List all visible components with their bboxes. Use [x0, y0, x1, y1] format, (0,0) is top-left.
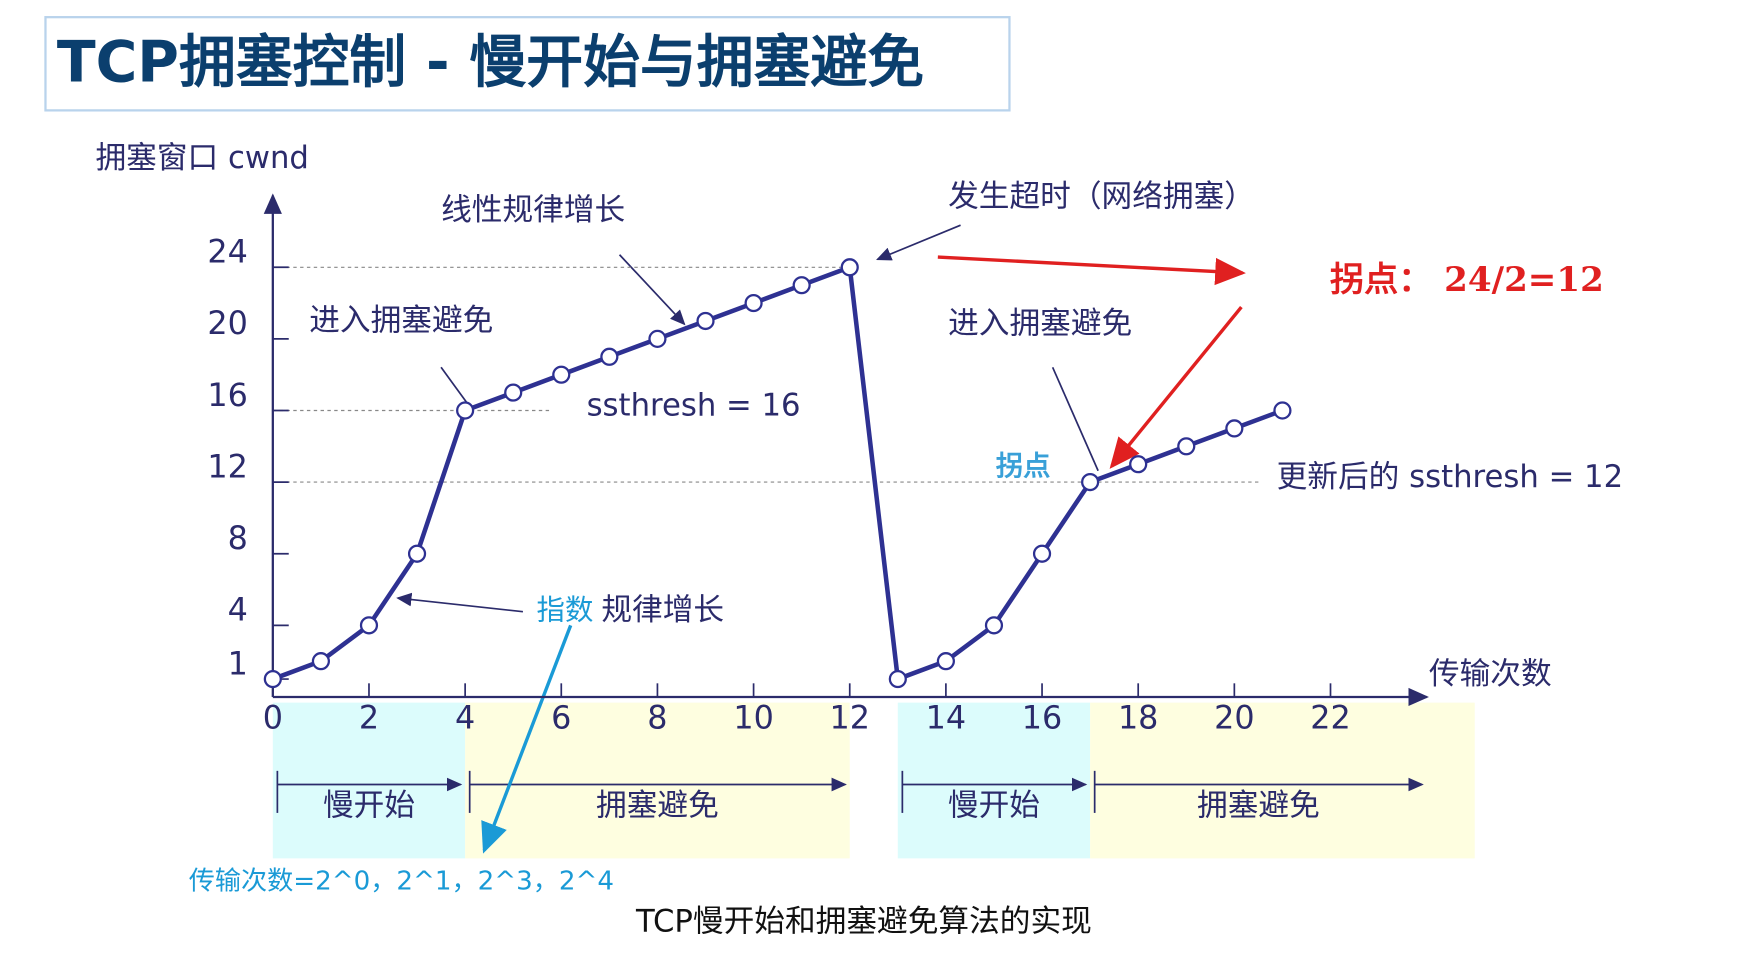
- data-point: [1273, 401, 1292, 420]
- x-tick-label: 0: [263, 699, 283, 737]
- footnote: 传输次数=2^0，2^1，2^3，2^4: [189, 867, 614, 897]
- phase-band: [897, 702, 1091, 859]
- y-tick-label: 8: [228, 519, 248, 557]
- x-tick-label: 22: [1310, 699, 1350, 737]
- pointer: [876, 224, 961, 261]
- data-point: [1081, 473, 1100, 492]
- pointer-lines: [396, 224, 1099, 613]
- data-point: [888, 669, 907, 689]
- x-tick-label: 12: [829, 699, 869, 737]
- data-point: [984, 616, 1004, 635]
- x-tick-label: 16: [1022, 699, 1062, 737]
- red-arrow: [937, 255, 1246, 286]
- data-point: [1225, 419, 1244, 438]
- y-tick-label: 4: [228, 591, 248, 629]
- data-point: [456, 401, 475, 420]
- annotation: 发生超时（网络拥塞）: [948, 179, 1255, 214]
- x-axis-label: 传输次数: [1429, 657, 1552, 692]
- x-tick-label: 14: [926, 699, 966, 737]
- chart-title: TCP拥塞控制 - 慢开始与拥塞避免: [57, 30, 924, 96]
- title-box: [44, 16, 1011, 112]
- caption: TCP慢开始和拥塞避免算法的实现: [635, 905, 1092, 940]
- data-point: [1129, 455, 1148, 474]
- series-line: [272, 264, 1284, 682]
- data-point: [263, 669, 282, 689]
- data-point: [600, 347, 619, 366]
- y-tick-label: 1: [228, 644, 248, 682]
- data-point: [840, 258, 859, 277]
- annotation: ssthresh = 16: [587, 389, 801, 424]
- y-axis-label: 拥塞窗口 cwnd: [95, 141, 308, 176]
- annotation: 进入拥塞避免: [948, 307, 1132, 342]
- data-point: [407, 544, 427, 563]
- data-point: [744, 293, 763, 313]
- red-arrow: [1109, 305, 1243, 469]
- pointer: [1051, 366, 1099, 472]
- x-tick-label: 2: [359, 699, 379, 737]
- data-point: [1032, 544, 1052, 563]
- annotation: 进入拥塞避免: [309, 303, 493, 338]
- pointer: [440, 366, 470, 406]
- x-tick-label: 18: [1118, 699, 1158, 737]
- blue-arrow: [481, 624, 573, 854]
- y-tick-label: 16: [207, 376, 247, 414]
- annotation: 规律增长: [601, 593, 724, 628]
- phase-label: 拥塞避免: [596, 789, 719, 824]
- data-point: [1177, 437, 1196, 456]
- data-point: [504, 383, 523, 402]
- pointer: [618, 254, 686, 326]
- annotation: 拐点: [996, 450, 1051, 482]
- annotation: 拐点： 24/2=12: [1330, 260, 1604, 300]
- annotation: 线性规律增长: [441, 193, 625, 228]
- phase-label: 慢开始: [948, 789, 1040, 824]
- data-point: [792, 276, 811, 295]
- y-tick-label: 12: [207, 447, 247, 485]
- x-tick-label: 6: [551, 699, 571, 737]
- phase-label: 慢开始: [323, 789, 415, 824]
- y-tick-label: 20: [207, 304, 247, 342]
- data-point: [936, 652, 955, 671]
- data-point: [648, 329, 667, 348]
- x-tick-label: 10: [733, 699, 773, 737]
- phase-label: 拥塞避免: [1197, 789, 1320, 824]
- annotation: 更新后的 ssthresh = 12: [1277, 460, 1623, 495]
- phase-layer: 慢开始 拥塞避免 慢开始 拥塞避免: [272, 702, 1475, 859]
- annotation: 指数: [537, 594, 594, 627]
- pointer: [396, 592, 524, 613]
- data-point: [359, 616, 379, 635]
- y-tick-label: 24: [207, 233, 247, 271]
- data-point: [311, 652, 330, 671]
- x-tick-label: 8: [647, 699, 667, 737]
- data-point: [696, 311, 715, 331]
- data-point: [552, 365, 571, 384]
- phase-band: [272, 702, 466, 859]
- x-tick-label: 4: [455, 699, 475, 737]
- x-tick-label: 20: [1214, 699, 1254, 737]
